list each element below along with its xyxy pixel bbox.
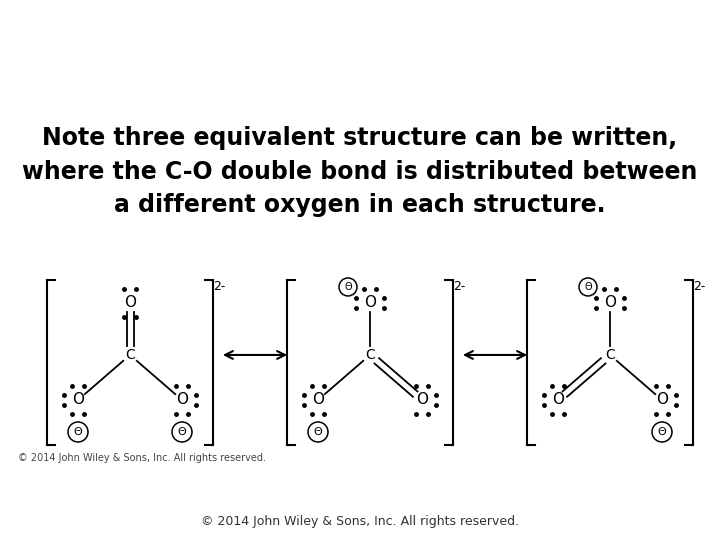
Text: Θ: Θ: [584, 282, 592, 292]
Text: O: O: [416, 393, 428, 408]
Text: 2-: 2-: [693, 280, 706, 293]
Text: O: O: [312, 393, 324, 408]
Text: Θ: Θ: [657, 427, 667, 437]
Text: 2-: 2-: [213, 280, 225, 293]
Text: O: O: [656, 393, 668, 408]
Text: © 2014 John Wiley & Sons, Inc. All rights reserved.: © 2014 John Wiley & Sons, Inc. All right…: [18, 453, 266, 463]
Text: Θ: Θ: [314, 427, 323, 437]
Text: O: O: [176, 393, 188, 408]
Text: C: C: [125, 348, 135, 362]
Text: Θ: Θ: [178, 427, 186, 437]
Text: O: O: [124, 295, 136, 310]
Text: Note three equivalent structure can be written,
where the C-O double bond is dis: Note three equivalent structure can be w…: [22, 126, 698, 218]
Text: Θ: Θ: [73, 427, 82, 437]
Text: 2-: 2-: [453, 280, 465, 293]
Text: © 2014 John Wiley & Sons, Inc. All rights reserved.: © 2014 John Wiley & Sons, Inc. All right…: [201, 516, 519, 529]
Text: C: C: [365, 348, 375, 362]
Text: Complex Lewis Structures Practice: Complex Lewis Structures Practice: [24, 21, 696, 59]
Text: O: O: [72, 393, 84, 408]
Text: Θ: Θ: [344, 282, 352, 292]
Text: O: O: [604, 295, 616, 310]
Text: O: O: [364, 295, 376, 310]
Text: C: C: [605, 348, 615, 362]
Text: O: O: [552, 393, 564, 408]
